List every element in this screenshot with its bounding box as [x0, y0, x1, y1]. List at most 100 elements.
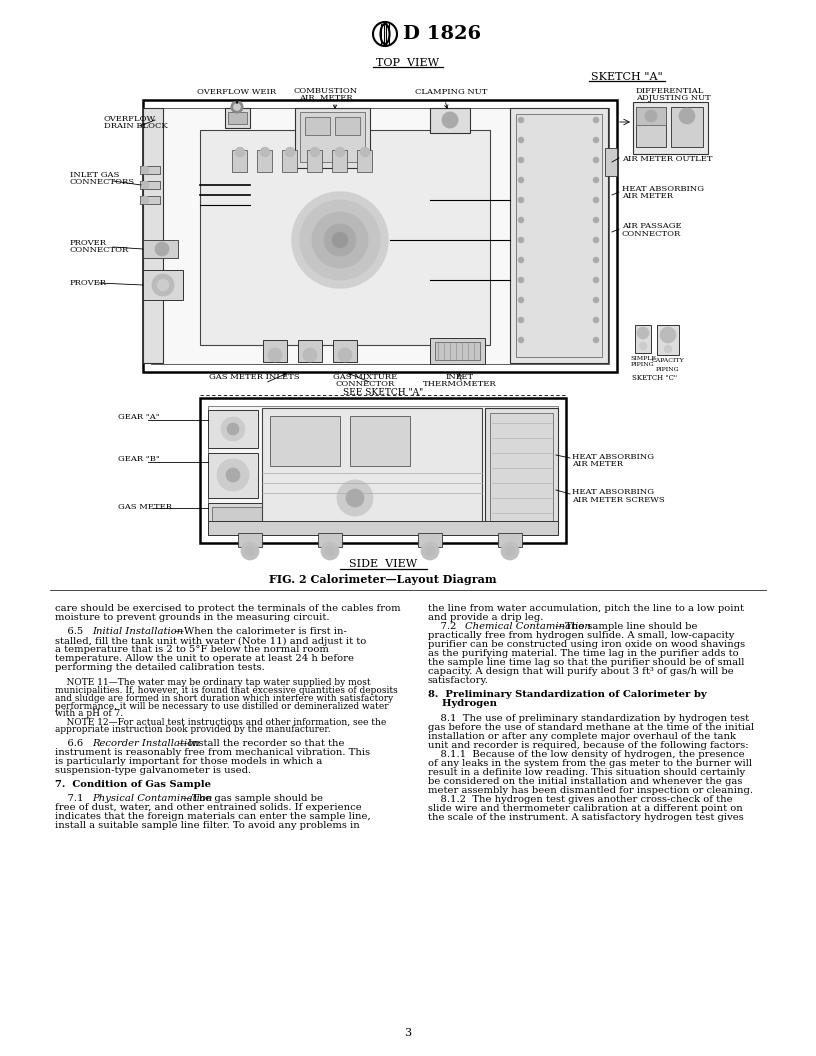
Circle shape: [285, 147, 295, 157]
Circle shape: [325, 546, 335, 557]
Text: HEAT ABSORBING: HEAT ABSORBING: [622, 185, 704, 193]
Text: as the purifying material. The time lag in the purifier adds to: as the purifying material. The time lag …: [428, 649, 738, 658]
Bar: [516, 114, 602, 357]
Text: and sludge are formed in short duration which interfere with satisfactory: and sludge are formed in short duration …: [55, 694, 393, 702]
Bar: [143, 270, 183, 300]
Circle shape: [518, 337, 524, 343]
Bar: [208, 503, 268, 533]
Circle shape: [141, 181, 149, 189]
Text: moisture to prevent grounds in the measuring circuit.: moisture to prevent grounds in the measu…: [55, 612, 330, 622]
Text: GEAR "B": GEAR "B": [118, 455, 160, 463]
Circle shape: [233, 103, 241, 111]
Circle shape: [227, 423, 239, 435]
Circle shape: [679, 108, 695, 124]
Circle shape: [518, 177, 524, 183]
Circle shape: [518, 157, 524, 163]
Bar: [485, 408, 558, 528]
Text: the line from water accumulation, pitch the line to a low point: the line from water accumulation, pitch …: [428, 604, 744, 612]
Text: result in a definite low reading. This situation should certainly: result in a definite low reading. This s…: [428, 768, 745, 777]
Text: NOTE 12—For actual test instructions and other information, see the: NOTE 12—For actual test instructions and…: [55, 717, 386, 727]
Bar: [307, 150, 322, 172]
Text: installation or after any complete major overhaul of the tank: installation or after any complete major…: [428, 732, 736, 741]
Circle shape: [593, 337, 599, 343]
Text: temperature. Allow the unit to operate at least 24 h before: temperature. Allow the unit to operate a…: [55, 655, 354, 663]
Text: care should be exercised to protect the terminals of the cables from: care should be exercised to protect the …: [55, 604, 401, 612]
Circle shape: [518, 137, 524, 143]
Circle shape: [221, 417, 245, 441]
Text: GAS METER INLETS: GAS METER INLETS: [209, 373, 299, 381]
Text: FIG. 2 Calorimeter—Layout Diagram: FIG. 2 Calorimeter—Layout Diagram: [269, 574, 497, 585]
Bar: [212, 507, 264, 529]
Circle shape: [337, 480, 373, 516]
Circle shape: [518, 216, 524, 223]
Text: SIMPLE: SIMPLE: [630, 356, 656, 361]
Text: satisfactory.: satisfactory.: [428, 676, 489, 685]
Circle shape: [593, 197, 599, 203]
Text: Physical Contamination: Physical Contamination: [92, 794, 212, 804]
Circle shape: [518, 257, 524, 263]
Text: a temperature that is 2 to 5°F below the normal room: a temperature that is 2 to 5°F below the…: [55, 645, 329, 655]
Bar: [228, 112, 247, 124]
Text: 8.  Preliminary Standardization of Calorimeter by: 8. Preliminary Standardization of Calori…: [428, 691, 707, 699]
Text: CONNECTOR: CONNECTOR: [70, 246, 129, 254]
Text: HEAT ABSORBING: HEAT ABSORBING: [572, 453, 654, 461]
Text: SIDE  VIEW: SIDE VIEW: [349, 559, 417, 569]
Bar: [633, 102, 708, 154]
Circle shape: [425, 546, 435, 557]
Text: practically free from hydrogen sulfide. A small, low-capacity: practically free from hydrogen sulfide. …: [428, 631, 734, 640]
Text: GEAR "A": GEAR "A": [118, 413, 160, 421]
Circle shape: [645, 110, 657, 122]
Text: CONNECTOR: CONNECTOR: [622, 229, 681, 238]
Circle shape: [518, 117, 524, 122]
Circle shape: [518, 277, 524, 283]
Bar: [282, 150, 297, 172]
Text: Hydrogen: Hydrogen: [428, 699, 497, 709]
Text: TOP  VIEW: TOP VIEW: [376, 58, 440, 68]
Circle shape: [593, 117, 599, 122]
Text: AIR METER: AIR METER: [622, 192, 673, 201]
Circle shape: [421, 542, 439, 560]
Text: of any leaks in the system from the gas meter to the burner will: of any leaks in the system from the gas …: [428, 759, 752, 768]
Circle shape: [593, 277, 599, 283]
Circle shape: [505, 546, 515, 557]
Text: DRAIN BLOCK: DRAIN BLOCK: [104, 122, 168, 131]
Text: PROVER: PROVER: [70, 279, 107, 287]
Bar: [335, 117, 360, 135]
Bar: [430, 108, 470, 133]
Text: GAS MIXTURE: GAS MIXTURE: [333, 373, 397, 381]
Text: CONNECTOR: CONNECTOR: [335, 380, 395, 389]
Circle shape: [639, 342, 647, 350]
Circle shape: [226, 468, 240, 482]
Bar: [350, 416, 410, 466]
Bar: [208, 410, 258, 448]
Text: OVERFLOW: OVERFLOW: [104, 115, 156, 122]
Text: D 1826: D 1826: [403, 25, 481, 43]
Text: performance, it will be necessary to use distilled or demineralized water: performance, it will be necessary to use…: [55, 701, 388, 711]
Bar: [238, 533, 262, 547]
Circle shape: [260, 147, 270, 157]
Circle shape: [141, 166, 149, 174]
Circle shape: [338, 348, 352, 362]
Bar: [510, 108, 608, 363]
Circle shape: [217, 459, 249, 491]
Bar: [490, 413, 553, 523]
Text: free of dust, water, and other entrained solids. If experience: free of dust, water, and other entrained…: [55, 804, 361, 812]
Text: —The gas sample should be: —The gas sample should be: [182, 794, 323, 804]
Text: PIPING: PIPING: [656, 367, 680, 372]
Circle shape: [268, 348, 282, 362]
Bar: [270, 416, 340, 466]
Text: unit and recorder is required, because of the following factors:: unit and recorder is required, because o…: [428, 741, 748, 750]
Text: DIFFERENTIAL: DIFFERENTIAL: [636, 87, 704, 95]
Text: purifier can be constructed using iron oxide on wood shavings: purifier can be constructed using iron o…: [428, 640, 745, 649]
Bar: [332, 150, 347, 172]
Bar: [200, 398, 566, 543]
Bar: [318, 533, 342, 547]
Text: AIR PASSAGE: AIR PASSAGE: [622, 222, 681, 230]
Text: 7.2: 7.2: [428, 622, 463, 631]
Circle shape: [324, 224, 356, 256]
Bar: [263, 340, 287, 362]
Bar: [636, 107, 666, 147]
Bar: [225, 108, 250, 128]
Bar: [140, 166, 160, 174]
Bar: [143, 240, 178, 258]
